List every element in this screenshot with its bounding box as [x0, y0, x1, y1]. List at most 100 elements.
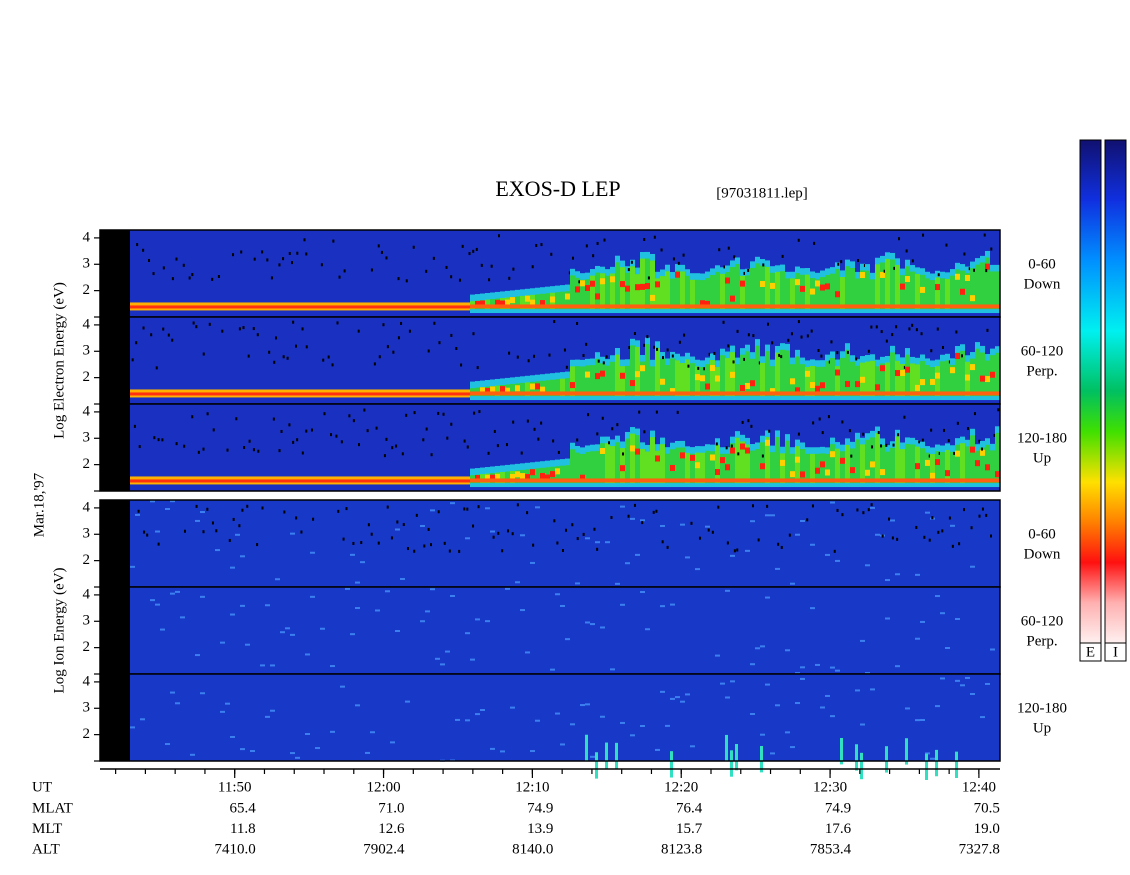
texture — [685, 693, 690, 696]
texture — [510, 706, 515, 709]
texture — [940, 391, 945, 396]
texture — [520, 478, 525, 483]
texture — [515, 385, 520, 392]
texture — [590, 755, 595, 758]
texture — [870, 437, 875, 484]
texture — [951, 544, 954, 548]
texture — [780, 459, 785, 466]
texture — [750, 478, 755, 483]
texture — [780, 355, 783, 359]
texture — [745, 447, 750, 454]
texture — [672, 257, 675, 261]
texture — [210, 392, 215, 396]
texture — [980, 304, 985, 309]
texture — [345, 479, 350, 483]
texture — [360, 479, 365, 483]
texture — [565, 304, 570, 309]
texture — [670, 478, 675, 483]
ephemeris-value: 13.9 — [527, 821, 553, 837]
texture — [930, 472, 935, 479]
texture — [135, 513, 140, 516]
texture — [210, 305, 215, 309]
texture — [715, 375, 720, 382]
texture — [755, 345, 760, 397]
texture — [885, 478, 890, 483]
texture — [440, 663, 445, 666]
texture — [800, 335, 803, 339]
texture — [970, 693, 975, 696]
texture — [885, 451, 890, 484]
texture — [785, 649, 790, 652]
texture — [565, 291, 570, 310]
texture — [981, 447, 984, 451]
texture — [963, 252, 966, 256]
texture — [295, 344, 298, 348]
texture — [975, 304, 980, 309]
texture — [680, 478, 685, 483]
texture — [995, 271, 1000, 310]
texture — [470, 304, 475, 309]
texture — [420, 392, 425, 396]
texture — [755, 263, 760, 310]
panel-frame — [99, 673, 1001, 762]
texture — [653, 235, 656, 239]
texture — [571, 256, 574, 260]
texture — [185, 479, 190, 483]
texture — [570, 449, 575, 484]
texture — [145, 479, 150, 483]
texture — [975, 348, 980, 397]
texture — [525, 295, 530, 302]
texture — [655, 304, 660, 309]
texture — [942, 428, 945, 432]
texture — [666, 348, 669, 352]
texture — [661, 356, 664, 360]
ephemeris-value: 12.6 — [378, 821, 405, 837]
texture — [622, 452, 625, 456]
texture — [565, 365, 568, 369]
texture — [930, 478, 935, 483]
texture — [835, 268, 840, 310]
texture — [835, 559, 840, 562]
texture — [615, 304, 620, 309]
texture — [520, 609, 525, 612]
texture — [505, 304, 510, 309]
texture — [415, 392, 420, 396]
texture — [645, 451, 650, 484]
texture — [512, 420, 515, 424]
texture — [750, 267, 755, 310]
texture — [480, 709, 485, 711]
color-bar — [1104, 139, 1127, 644]
texture — [745, 444, 750, 484]
texture — [705, 383, 710, 390]
texture — [355, 581, 360, 584]
texture — [170, 479, 175, 483]
texture — [590, 365, 595, 397]
texture — [740, 391, 745, 396]
texture — [715, 442, 718, 446]
texture — [167, 333, 170, 337]
texture — [780, 349, 785, 397]
texture — [675, 360, 680, 397]
texture — [660, 478, 665, 483]
texture — [960, 304, 965, 309]
ephemeris-value: 7327.8 — [959, 841, 1000, 857]
texture — [790, 304, 795, 309]
texture — [718, 248, 721, 252]
texture — [895, 360, 900, 397]
texture — [905, 304, 910, 309]
texture — [965, 478, 970, 483]
texture — [360, 541, 363, 545]
texture — [520, 382, 525, 397]
texture — [190, 392, 195, 396]
texture — [925, 365, 930, 397]
texture — [275, 479, 280, 483]
texture — [665, 365, 670, 397]
texture — [695, 462, 700, 469]
texture — [640, 365, 645, 372]
texture — [515, 391, 520, 396]
texture — [715, 271, 720, 310]
texture — [596, 241, 599, 245]
texture — [171, 338, 174, 342]
texture — [845, 381, 850, 388]
texture — [850, 391, 855, 396]
